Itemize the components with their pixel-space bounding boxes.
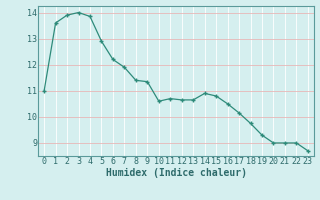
X-axis label: Humidex (Indice chaleur): Humidex (Indice chaleur) [106,168,246,178]
